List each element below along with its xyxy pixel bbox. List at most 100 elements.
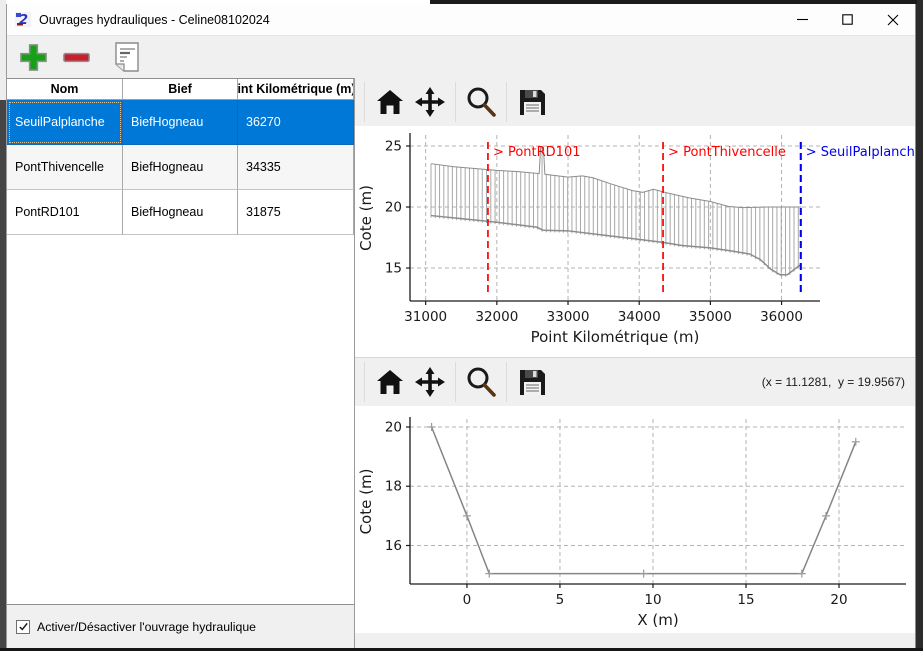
minimize-button[interactable]	[780, 4, 825, 35]
checkmark-icon	[18, 622, 28, 631]
cursor-coords-readout: (x = 11.1281, y = 19.9567)	[761, 375, 905, 389]
app-icon: 2	[15, 12, 31, 28]
svg-text:15: 15	[737, 592, 754, 608]
background-window-bottom-strip	[0, 648, 923, 651]
toolbar-separator	[364, 82, 365, 122]
floppy-save-icon	[520, 370, 545, 395]
cell-nom[interactable]: SeuilPalplanche	[7, 100, 123, 145]
svg-text:16: 16	[385, 538, 402, 554]
green-plus-icon	[19, 43, 47, 71]
zoom-button[interactable]	[461, 82, 501, 122]
column-header-0[interactable]: Nom	[7, 79, 123, 100]
pan-button[interactable]	[410, 362, 450, 402]
svg-text:5: 5	[556, 592, 565, 608]
svg-text:35000: 35000	[689, 309, 732, 325]
svg-text:36000: 36000	[760, 309, 803, 325]
cell-nom[interactable]: PontThivencelle	[7, 145, 123, 190]
profile-plot-toolbar	[355, 78, 915, 126]
cell-pk[interactable]: 34335	[238, 145, 354, 190]
svg-text:20: 20	[385, 419, 402, 435]
save-button[interactable]	[512, 82, 552, 122]
profile-plot-canvas[interactable]: > PontRD101 > PontThivencelle > SeuilPalpl…	[355, 126, 915, 357]
zoom-button[interactable]	[461, 362, 501, 402]
home-icon	[377, 90, 403, 114]
document-lines-icon	[115, 42, 139, 72]
plots-panel: > PontRD101 > PontThivencelle > SeuilPalpl…	[354, 78, 915, 648]
titlebar[interactable]: 2 Ouvrages hydrauliques - Celine08102024	[7, 4, 915, 35]
toolbar-separator	[506, 362, 507, 402]
remove-button[interactable]	[58, 39, 94, 75]
table-header-row: NomBiefPoint Kilométrique (m)	[7, 79, 354, 100]
cell-pk[interactable]: 31875	[238, 190, 354, 235]
background-window-top-strip	[430, 0, 917, 4]
svg-text:18: 18	[385, 479, 402, 495]
svg-text:0: 0	[463, 592, 472, 608]
svg-text:X (m): X (m)	[637, 611, 678, 629]
maximize-button[interactable]	[825, 4, 870, 35]
structures-table[interactable]: NomBiefPoint Kilométrique (m)SeuilPalpla…	[7, 78, 354, 605]
pan-arrows-icon	[415, 87, 445, 117]
home-icon	[377, 370, 403, 394]
background-window-left-strip	[0, 0, 6, 651]
table-row[interactable]: PontThivencelle BiefHogneau 34335	[7, 145, 354, 190]
cell-pk[interactable]: 36270	[238, 100, 354, 145]
table-row[interactable]: SeuilPalplanche BiefHogneau 36270	[7, 100, 354, 145]
close-button[interactable]	[870, 4, 915, 35]
add-button[interactable]	[15, 39, 51, 75]
cell-nom[interactable]: PontRD101	[7, 190, 123, 235]
toolbar-separator	[455, 82, 456, 122]
magnifier-icon	[467, 367, 496, 397]
column-header-2[interactable]: Point Kilométrique (m)	[238, 79, 354, 100]
table-row[interactable]: PontRD101 BiefHogneau 31875	[7, 190, 354, 235]
svg-text:> PontThivencelle: > PontThivencelle	[668, 145, 786, 160]
svg-text:2: 2	[19, 13, 28, 28]
activate-structure-checkbox[interactable]	[16, 619, 30, 634]
content: NomBiefPoint Kilométrique (m)SeuilPalpla…	[7, 78, 915, 648]
section-plot-canvas[interactable]: 0 5 10 15 20 16 18 20 X (m) Cote (m)	[355, 406, 915, 633]
main-toolbar	[7, 35, 915, 78]
profile-plot: > PontRD101 > PontThivencelle > SeuilPalpl…	[357, 133, 915, 346]
svg-text:Cote (m): Cote (m)	[357, 469, 375, 535]
svg-text:> PontRD101: > PontRD101	[493, 145, 581, 160]
toolbar-separator	[455, 362, 456, 402]
svg-text:> SeuilPalplanche: > SeuilPalplanche	[806, 145, 915, 160]
toolbar-separator	[506, 82, 507, 122]
section-plot-toolbar: (x = 11.1281, y = 19.9567)	[355, 357, 915, 406]
close-icon	[887, 14, 898, 25]
pan-arrows-icon	[415, 367, 445, 397]
structures-panel: NomBiefPoint Kilométrique (m)SeuilPalpla…	[7, 78, 354, 648]
svg-text:31000: 31000	[404, 309, 447, 325]
svg-text:25: 25	[385, 138, 402, 154]
ouvrages-hydrauliques-window: 2 Ouvrages hydrauliques - Celine08102024	[6, 4, 916, 648]
toolbar-separator	[364, 362, 365, 402]
home-button[interactable]	[370, 362, 410, 402]
pan-button[interactable]	[410, 82, 450, 122]
svg-text:Cote (m): Cote (m)	[357, 185, 375, 251]
cell-bief[interactable]: BiefHogneau	[123, 190, 238, 235]
red-minus-icon	[62, 52, 90, 62]
cell-bief[interactable]: BiefHogneau	[123, 100, 238, 145]
cell-bief[interactable]: BiefHogneau	[123, 145, 238, 190]
save-button[interactable]	[512, 362, 552, 402]
svg-text:20: 20	[385, 200, 402, 216]
svg-text:33000: 33000	[547, 309, 590, 325]
notes-button[interactable]	[109, 39, 145, 75]
window-title: Ouvrages hydrauliques - Celine08102024	[39, 12, 270, 27]
svg-text:15: 15	[385, 261, 402, 277]
svg-text:20: 20	[830, 592, 847, 608]
svg-text:10: 10	[644, 592, 661, 608]
svg-text:32000: 32000	[475, 309, 518, 325]
activate-structure-label: Activer/Désactiver l'ouvrage hydraulique	[37, 619, 257, 634]
floppy-save-icon	[520, 90, 545, 115]
magnifier-icon	[467, 87, 496, 117]
svg-text:34000: 34000	[618, 309, 661, 325]
background-window-right-strip	[916, 0, 923, 651]
svg-text:Point Kilométrique (m): Point Kilométrique (m)	[531, 328, 700, 346]
column-header-1[interactable]: Bief	[123, 79, 238, 100]
cross-section-plot: 0 5 10 15 20 16 18 20 X (m) Cote (m)	[357, 417, 906, 629]
footer-bar: Activer/Désactiver l'ouvrage hydraulique	[7, 605, 354, 648]
home-button[interactable]	[370, 82, 410, 122]
maximize-icon	[842, 14, 853, 25]
minimize-icon	[797, 18, 808, 21]
